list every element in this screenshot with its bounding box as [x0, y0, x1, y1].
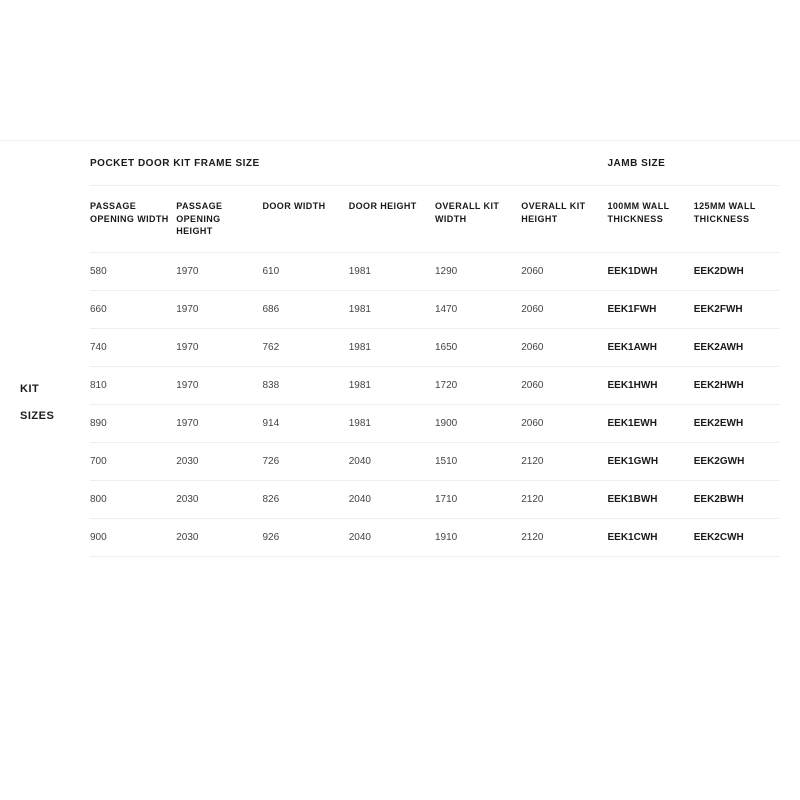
table-cell: 1910: [435, 532, 521, 543]
table-cell: 740: [90, 342, 176, 353]
table-cell: EEK2GWH: [694, 456, 780, 467]
table-row: 8101970838198117202060EEK1HWHEEK2HWH: [90, 367, 780, 405]
table-row: 7002030726204015102120EEK1GWHEEK2GWH: [90, 443, 780, 481]
table-cell: 2060: [521, 342, 607, 353]
col-header-overall-kit-width: OVERALL KIT WIDTH: [435, 200, 521, 238]
side-label: KIT SIZES: [20, 140, 90, 557]
table-cell: 1970: [176, 304, 262, 315]
table-cell: EEK2DWH: [694, 266, 780, 277]
table-row: 9002030926204019102120EEK1CWHEEK2CWH: [90, 519, 780, 557]
col-header-passage-opening-height: PASSAGE OPENING HEIGHT: [176, 200, 262, 238]
table-cell: EEK1FWH: [608, 304, 694, 315]
content-wrap: KIT SIZES POCKET DOOR KIT FRAME SIZE JAM…: [0, 140, 800, 557]
table-cell: 660: [90, 304, 176, 315]
group-header-jamb: JAMB SIZE: [608, 158, 781, 169]
table-cell: 1981: [349, 266, 435, 277]
table-cell: 1900: [435, 418, 521, 429]
col-header-passage-opening-width: PASSAGE OPENING WIDTH: [90, 200, 176, 238]
table-cell: 810: [90, 380, 176, 391]
table-cell: 1970: [176, 266, 262, 277]
table-cell: EEK2CWH: [694, 532, 780, 543]
table-row: 6601970686198114702060EEK1FWHEEK2FWH: [90, 291, 780, 329]
table-cell: 2120: [521, 494, 607, 505]
table-cell: EEK2FWH: [694, 304, 780, 315]
col-header-door-width: DOOR WIDTH: [263, 200, 349, 238]
table-cell: 1981: [349, 304, 435, 315]
table-row: 7401970762198116502060EEK1AWHEEK2AWH: [90, 329, 780, 367]
table-cell: 1981: [349, 380, 435, 391]
table-cell: 1970: [176, 342, 262, 353]
table-cell: 2030: [176, 456, 262, 467]
table-cell: 1470: [435, 304, 521, 315]
top-border: [0, 140, 800, 141]
table-cell: 900: [90, 532, 176, 543]
table-cell: 2040: [349, 494, 435, 505]
table-cell: 2040: [349, 532, 435, 543]
table-cell: 700: [90, 456, 176, 467]
table-cell: 1710: [435, 494, 521, 505]
col-header-125mm-wall: 125MM WALL THICKNESS: [694, 200, 780, 238]
table-cell: 826: [263, 494, 349, 505]
table-row: 5801970610198112902060EEK1DWHEEK2DWH: [90, 253, 780, 291]
table-cell: 926: [263, 532, 349, 543]
table-cell: 2040: [349, 456, 435, 467]
table-cell: 800: [90, 494, 176, 505]
rows-container: 5801970610198112902060EEK1DWHEEK2DWH6601…: [90, 253, 780, 557]
table-cell: EEK2BWH: [694, 494, 780, 505]
table-cell: EEK1CWH: [608, 532, 694, 543]
table-cell: EEK1HWH: [608, 380, 694, 391]
table-cell: 2030: [176, 532, 262, 543]
side-label-line2: SIZES: [20, 403, 90, 431]
table-cell: EEK1BWH: [608, 494, 694, 505]
col-header-door-height: DOOR HEIGHT: [349, 200, 435, 238]
table-cell: 2120: [521, 532, 607, 543]
table-cell: 1650: [435, 342, 521, 353]
table-cell: 762: [263, 342, 349, 353]
table-cell: 1290: [435, 266, 521, 277]
table-cell: 1981: [349, 418, 435, 429]
table-cell: 686: [263, 304, 349, 315]
table-cell: 1970: [176, 380, 262, 391]
table-cell: EEK1EWH: [608, 418, 694, 429]
col-header-100mm-wall: 100MM WALL THICKNESS: [608, 200, 694, 238]
table-cell: 1970: [176, 418, 262, 429]
group-header-row: POCKET DOOR KIT FRAME SIZE JAMB SIZE: [90, 158, 780, 186]
table-cell: 610: [263, 266, 349, 277]
table-area: POCKET DOOR KIT FRAME SIZE JAMB SIZE PAS…: [90, 140, 780, 557]
table-cell: EEK1GWH: [608, 456, 694, 467]
table-cell: 1510: [435, 456, 521, 467]
table-cell: 914: [263, 418, 349, 429]
table-cell: 2060: [521, 266, 607, 277]
table-cell: 890: [90, 418, 176, 429]
table-cell: 2030: [176, 494, 262, 505]
table-cell: 1720: [435, 380, 521, 391]
table-cell: EEK1DWH: [608, 266, 694, 277]
col-header-overall-kit-height: OVERALL KIT HEIGHT: [521, 200, 607, 238]
table-cell: 2060: [521, 304, 607, 315]
table-cell: 2120: [521, 456, 607, 467]
column-header-row: PASSAGE OPENING WIDTH PASSAGE OPENING HE…: [90, 186, 780, 253]
table-cell: 838: [263, 380, 349, 391]
group-header-frame: POCKET DOOR KIT FRAME SIZE: [90, 158, 608, 169]
table-cell: 2060: [521, 418, 607, 429]
table-cell: 1981: [349, 342, 435, 353]
side-label-line1: KIT: [20, 376, 90, 404]
table-cell: EEK2HWH: [694, 380, 780, 391]
table-row: 8002030826204017102120EEK1BWHEEK2BWH: [90, 481, 780, 519]
table-cell: 726: [263, 456, 349, 467]
table-cell: EEK1AWH: [608, 342, 694, 353]
page: KIT SIZES POCKET DOOR KIT FRAME SIZE JAM…: [0, 0, 800, 800]
table-row: 8901970914198119002060EEK1EWHEEK2EWH: [90, 405, 780, 443]
table-cell: EEK2AWH: [694, 342, 780, 353]
table-cell: 2060: [521, 380, 607, 391]
table-cell: EEK2EWH: [694, 418, 780, 429]
table-cell: 580: [90, 266, 176, 277]
